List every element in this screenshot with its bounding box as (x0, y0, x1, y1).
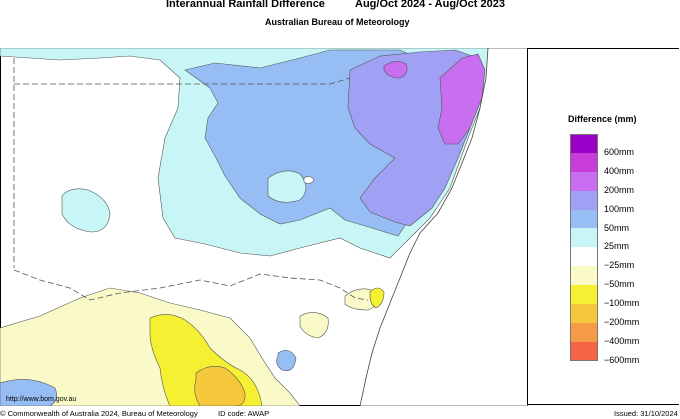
legend-swatch (570, 228, 598, 248)
ocean (359, 48, 528, 406)
legend-swatch (570, 152, 598, 172)
legend-label: 50mm (604, 222, 630, 233)
region-25mm-west (61, 188, 111, 233)
agency-label: Australian Bureau of Meteorology (265, 17, 410, 27)
legend-swatch (570, 247, 598, 267)
title-main: Interannual Rainfall Difference (166, 0, 325, 10)
legend-swatch (570, 209, 598, 229)
map-title: Interannual Rainfall Difference Aug/Oct … (0, 0, 680, 12)
legend-swatch (570, 304, 598, 323)
legend-frame (527, 48, 679, 405)
source-url: http://www.bom.gov.au (6, 396, 77, 403)
legend-label: 400mm (604, 165, 635, 176)
issued-date: Issued: 31/10/2024 (614, 409, 678, 418)
legend-swatch (570, 266, 598, 286)
legend-label: −200mm (604, 317, 640, 328)
legend-swatch (570, 171, 598, 191)
copyright-text: © Commonwealth of Australia 2024, Bureau… (0, 409, 198, 418)
id-code: ID code: AWAP (218, 409, 270, 418)
legend-label: −25mm (604, 260, 635, 271)
legend-label: 25mm (604, 241, 630, 252)
rainfall-map (0, 48, 528, 406)
legend-label: −600mm (604, 354, 640, 365)
legend-title: Difference (mm) (568, 114, 637, 124)
region-neg200mm (194, 366, 246, 406)
title-period: Aug/Oct 2024 - Aug/Oct 2023 (355, 0, 505, 10)
legend-label: 200mm (604, 184, 635, 195)
legend-swatch (570, 341, 598, 361)
region-200mm (437, 53, 486, 145)
legend-label: −50mm (604, 279, 635, 290)
legend-label: −400mm (604, 335, 640, 346)
legend-swatch (570, 134, 598, 153)
legend-label: −100mm (604, 298, 640, 309)
region-25mm-inner (267, 170, 307, 203)
legend-label: 100mm (604, 203, 635, 214)
legend-swatch (570, 322, 598, 342)
legend-label: 600mm (604, 147, 635, 157)
legend-swatch (570, 190, 598, 210)
legend-swatch (570, 285, 598, 305)
